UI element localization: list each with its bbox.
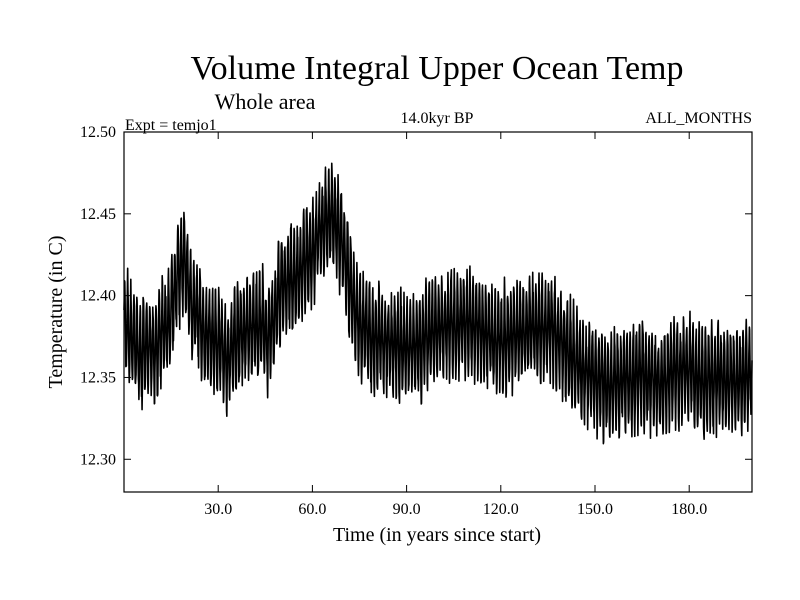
- plot-frame: [123, 131, 753, 493]
- x-tick-label: 30.0: [204, 501, 232, 518]
- y-tick-label: 12.35: [80, 369, 116, 386]
- x-tick-label: 180.0: [671, 501, 707, 518]
- y-axis-label: Temperature (in C): [45, 236, 67, 389]
- header-center-label: 14.0kyr BP: [401, 110, 474, 127]
- axes: 30.0 60.0 90.0 120.0 150.0 180.0 12.30 12.35 12.…: [80, 124, 753, 518]
- y-tick-label: 12.50: [80, 124, 116, 141]
- x-tick-label: 60.0: [298, 501, 326, 518]
- header-left-label: Expt = temjo1: [125, 117, 217, 134]
- x-tick-label: 90.0: [393, 501, 421, 518]
- y-tick-label: 12.45: [80, 206, 116, 223]
- plot-area: [123, 162, 753, 445]
- series-line: [123, 162, 753, 445]
- x-axis-label: Time (in years since start): [333, 524, 541, 546]
- y-tick-label: 12.30: [80, 451, 116, 468]
- x-tick-label: 120.0: [483, 501, 519, 518]
- chart-subtitle: Whole area: [215, 89, 316, 114]
- chart-title: Volume Integral Upper Ocean Temp: [191, 50, 684, 87]
- x-tick-label: 150.0: [577, 501, 613, 518]
- header-right-label: ALL_MONTHS: [645, 110, 752, 127]
- y-tick-label: 12.40: [80, 288, 116, 305]
